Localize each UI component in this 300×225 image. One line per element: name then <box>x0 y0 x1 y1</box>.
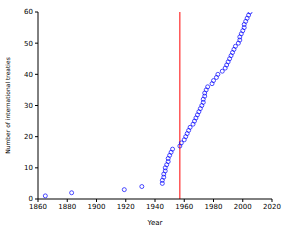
svg-text:Number of international treati: Number of international treaties <box>8 57 11 154</box>
svg-text:30: 30 <box>24 102 33 110</box>
svg-text:1900: 1900 <box>88 203 106 211</box>
svg-text:60: 60 <box>24 8 33 16</box>
svg-text:0: 0 <box>29 195 33 203</box>
svg-text:1880: 1880 <box>58 203 76 211</box>
svg-text:10: 10 <box>24 164 33 172</box>
svg-text:Year: Year <box>147 219 163 225</box>
svg-text:20: 20 <box>24 133 33 141</box>
svg-text:1980: 1980 <box>205 203 223 211</box>
svg-text:1960: 1960 <box>175 203 193 211</box>
svg-text:40: 40 <box>24 71 33 79</box>
svg-text:1860: 1860 <box>29 203 47 211</box>
svg-text:2000: 2000 <box>234 203 252 211</box>
svg-text:2020: 2020 <box>263 203 281 211</box>
svg-text:1940: 1940 <box>146 203 164 211</box>
svg-text:50: 50 <box>24 40 33 48</box>
svg-text:1920: 1920 <box>117 203 135 211</box>
